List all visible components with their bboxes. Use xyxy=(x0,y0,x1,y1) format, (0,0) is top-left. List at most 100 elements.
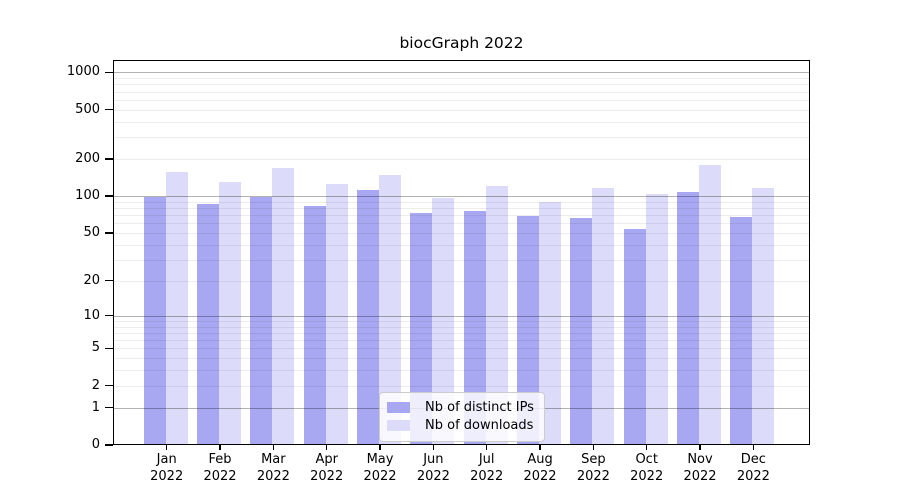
bar-downloads-may xyxy=(379,175,402,445)
y-tick-label-0: 0 xyxy=(91,437,100,452)
x-tick-month-text: Nov xyxy=(687,452,713,467)
x-tick-label-feb: Feb 2022 xyxy=(193,452,247,485)
y-tick-200 xyxy=(105,158,113,160)
x-tick-label-jun: Jun 2022 xyxy=(406,452,460,485)
x-tick-month-text: Apr xyxy=(315,452,338,467)
x-tick-year-text: 2022 xyxy=(576,468,610,484)
gridline-minor-9 xyxy=(113,320,810,322)
x-tick-year-text: 2022 xyxy=(736,468,770,484)
gridline-minor-600 xyxy=(113,99,810,101)
bar-downloads-sep xyxy=(592,188,615,445)
y-tick-20 xyxy=(105,280,113,282)
gridline-minor-80 xyxy=(113,208,810,209)
gridline-minor-800 xyxy=(113,84,810,86)
gridline-minor-300 xyxy=(113,137,810,139)
x-tick-label-jan: Jan 2022 xyxy=(140,452,194,485)
y-tick-label-1000: 1000 xyxy=(66,64,100,80)
gridline-minor-500 xyxy=(113,109,810,111)
x-tick-jul xyxy=(485,445,488,450)
x-tick-label-mar: Mar 2022 xyxy=(246,452,300,485)
gridline-minor-20 xyxy=(113,280,810,282)
bar-ips-feb xyxy=(197,204,220,445)
x-tick-month-text: Dec xyxy=(740,452,766,467)
gridline-minor-90 xyxy=(113,201,810,203)
x-tick-year-text: 2022 xyxy=(416,468,450,484)
legend-label-downloads: Nb of downloads xyxy=(425,418,534,433)
bar-ips-nov xyxy=(677,192,700,445)
x-tick-month-text: Aug xyxy=(527,452,553,467)
bar-ips-apr xyxy=(303,206,326,445)
x-tick-may xyxy=(379,445,381,450)
bar-downloads-jul xyxy=(485,185,508,445)
gridline-minor-200 xyxy=(113,158,810,160)
gridline-minor-70 xyxy=(113,215,810,217)
x-tick-month-text: Jul xyxy=(478,452,495,467)
bar-ips-jun xyxy=(410,212,433,445)
x-tick-label-dec: Dec 2022 xyxy=(726,452,780,485)
y-tick-1000 xyxy=(105,71,113,74)
x-tick-month-text: Feb xyxy=(208,452,232,467)
legend-label-distinct-ips: Nb of distinct IPs xyxy=(425,400,534,415)
legend-item-downloads: Nb of downloads xyxy=(380,417,544,434)
gridline-minor-700 xyxy=(113,91,810,93)
x-tick-year-text: 2022 xyxy=(470,468,504,484)
gridline-minor-40 xyxy=(113,244,810,246)
y-tick-1 xyxy=(105,406,113,409)
x-tick-month-text: May xyxy=(366,452,394,467)
gridline-minor-7 xyxy=(113,332,810,334)
gridline-major-10 xyxy=(113,315,810,317)
x-tick-label-apr: Apr 2022 xyxy=(300,452,354,485)
x-tick-oct xyxy=(645,445,648,450)
bar-ips-oct xyxy=(623,228,646,445)
bar-downloads-jan xyxy=(165,171,188,445)
gridline-minor-4 xyxy=(113,358,810,360)
x-tick-aug xyxy=(539,445,541,450)
x-tick-jan xyxy=(166,445,168,450)
chart-title: biocGraph 2022 xyxy=(399,34,524,52)
gridline-minor-5 xyxy=(113,348,810,350)
gridline-major-100 xyxy=(113,196,810,198)
gridline-minor-30 xyxy=(113,259,810,261)
y-tick-500 xyxy=(105,108,113,111)
y-tick-100 xyxy=(105,195,113,197)
y-tick-label-5: 5 xyxy=(91,340,100,356)
x-tick-label-may: May 2022 xyxy=(353,452,407,485)
gridline-minor-6 xyxy=(113,340,810,341)
bar-downloads-nov xyxy=(699,164,722,445)
x-tick-month-text: Sep xyxy=(581,452,606,467)
bar-downloads-dec xyxy=(752,188,775,445)
x-tick-year-text: 2022 xyxy=(523,468,557,484)
x-tick-label-aug: Aug 2022 xyxy=(513,452,567,485)
x-tick-month-text: Jun xyxy=(423,452,444,467)
bar-ips-mar xyxy=(250,196,273,445)
legend-swatch-distinct-ips xyxy=(387,402,410,413)
x-tick-year-text: 2022 xyxy=(256,468,290,484)
bar-downloads-oct xyxy=(645,194,668,445)
y-tick-label-500: 500 xyxy=(75,101,100,117)
x-tick-label-nov: Nov 2022 xyxy=(673,452,727,485)
x-tick-label-sep: Sep 2022 xyxy=(566,452,620,485)
x-tick-nov xyxy=(699,445,701,450)
x-tick-year-text: 2022 xyxy=(150,468,184,484)
x-tick-apr xyxy=(325,445,328,450)
legend-item-distinct-ips: Nb of distinct IPs xyxy=(380,399,544,416)
y-tick-label-10: 10 xyxy=(83,307,100,323)
bar-ips-may xyxy=(357,189,380,445)
x-tick-year-text: 2022 xyxy=(683,468,717,484)
x-tick-month-text: Jan xyxy=(156,452,177,467)
gridline-minor-60 xyxy=(113,223,810,225)
bar-downloads-apr xyxy=(325,183,348,445)
y-tick-label-1: 1 xyxy=(91,399,100,415)
gridline-minor-3 xyxy=(113,370,810,372)
bar-ips-jan xyxy=(143,196,166,445)
y-tick-label-50: 50 xyxy=(83,224,100,240)
gridline-minor-8 xyxy=(113,326,810,328)
bar-ips-jul xyxy=(463,210,486,445)
bar-ips-sep xyxy=(570,218,593,445)
y-tick-5 xyxy=(105,347,113,350)
x-tick-feb xyxy=(219,445,221,450)
bar-ips-dec xyxy=(730,216,753,445)
bar-ips-aug xyxy=(517,215,540,445)
bar-downloads-jun xyxy=(432,198,455,445)
